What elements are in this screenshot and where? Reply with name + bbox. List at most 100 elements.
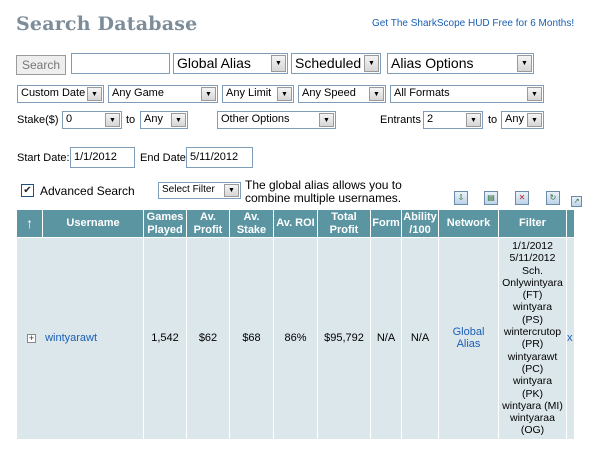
chevron-down-icon: ▼: [171, 113, 186, 127]
table-row: + wintyarawt 1,542 $62 $68 86% $95,792 N…: [16, 237, 575, 440]
filter-line: 5/11/2012: [509, 252, 556, 265]
search-button[interactable]: Search: [16, 55, 66, 75]
username-link[interactable]: wintyarawt: [45, 332, 98, 345]
stake-from-select[interactable]: 0 ▼: [62, 111, 122, 129]
date-range-select[interactable]: Custom Date ▼: [17, 85, 104, 103]
advanced-search-checkbox[interactable]: ✔: [21, 184, 34, 197]
remove-row-link[interactable]: x: [567, 332, 573, 345]
alias-options-select[interactable]: Alias Options ▼: [387, 53, 534, 74]
filter-line: Sch.: [521, 264, 543, 277]
stake-to-select[interactable]: Any ▼: [140, 111, 188, 129]
expand-icon[interactable]: +: [27, 332, 36, 343]
col-filter[interactable]: Filter: [498, 209, 567, 238]
col-remove: [566, 209, 575, 238]
alias-type-select[interactable]: Global Alias ▼: [173, 53, 288, 74]
entrants-to-value: Any: [505, 113, 524, 125]
entrants-to-label: to: [488, 114, 498, 126]
filter-line: Onlywintyara: [502, 276, 563, 289]
stake-from-value: 0: [66, 113, 73, 125]
chevron-down-icon: ▼: [87, 87, 102, 101]
print-icon[interactable]: ▤: [484, 191, 498, 205]
username-cell: + wintyarawt: [16, 237, 144, 440]
advanced-search-label: Advanced Search: [40, 184, 135, 198]
chevron-down-icon: ▼: [277, 87, 292, 101]
filter-line: (PK): [522, 387, 543, 400]
schedule-select[interactable]: Scheduled ▼: [291, 53, 381, 74]
stake-to-value: Any: [144, 113, 163, 125]
filter-line: 1/1/2012: [512, 240, 553, 252]
speed-value: Any Speed: [302, 87, 356, 99]
network-link[interactable]: Global Alias: [452, 326, 485, 351]
chevron-down-icon: ▼: [271, 55, 286, 72]
filter-line: (PC): [521, 362, 544, 375]
hud-promo-link[interactable]: Get The SharkScope HUD Free for 6 Months…: [372, 18, 575, 29]
format-select[interactable]: All Formats ▼: [390, 85, 544, 103]
ability-cell: N/A: [401, 237, 439, 440]
other-options-select[interactable]: Other Options ▼: [217, 111, 336, 129]
speed-select[interactable]: Any Speed ▼: [298, 85, 386, 103]
filter-line: wintyaraa: [510, 412, 555, 425]
refresh-icon[interactable]: ↻: [546, 191, 560, 205]
search-input[interactable]: [71, 53, 170, 74]
results-table: ↑ Username Games Played Av. Profit Av. S…: [16, 209, 575, 440]
col-network[interactable]: Network: [438, 209, 499, 238]
av-profit-cell: $62: [186, 237, 230, 440]
filter-line: wintyarawt: [507, 350, 558, 363]
alias-hint-line2: combine multiple usernames.: [245, 191, 402, 205]
schedule-value: Scheduled: [295, 55, 362, 71]
start-date-label: Start Date:: [17, 152, 70, 164]
alias-hint-line1: The global alias allows you to: [245, 178, 402, 192]
col-av-profit[interactable]: Av. Profit: [186, 209, 230, 238]
chevron-down-icon: ▼: [319, 113, 334, 127]
other-options-value: Other Options: [221, 113, 290, 125]
stake-to-label: to: [126, 114, 136, 126]
col-form[interactable]: Form: [370, 209, 402, 238]
remove-cell: x: [566, 237, 575, 440]
date-range-value: Custom Date: [21, 87, 86, 99]
format-value: All Formats: [394, 87, 450, 99]
stake-label: Stake($): [17, 114, 59, 126]
chevron-down-icon: ▼: [224, 184, 239, 197]
network-cell: Global Alias: [438, 237, 499, 440]
games-played-cell: 1,542: [143, 237, 187, 440]
form-cell: N/A: [370, 237, 402, 440]
col-games-played[interactable]: Games Played: [143, 209, 187, 238]
start-date-input[interactable]: 1/1/2012: [70, 147, 135, 168]
select-filter-dropdown[interactable]: Select Filter ▼: [158, 182, 241, 199]
entrants-label: Entrants: [380, 114, 421, 126]
popout-icon[interactable]: ↗: [571, 196, 582, 207]
filter-line: (FT): [522, 289, 543, 302]
alias-options-value: Alias Options: [391, 55, 474, 71]
entrants-to-select[interactable]: Any ▼: [501, 111, 544, 129]
col-av-stake[interactable]: Av. Stake: [229, 209, 274, 238]
filter-line: (OG): [520, 424, 545, 437]
chevron-down-icon: ▼: [364, 55, 379, 72]
table-header-row: ↑ Username Games Played Av. Profit Av. S…: [16, 209, 575, 238]
col-username[interactable]: Username: [42, 209, 144, 238]
export-icon[interactable]: ⇩: [454, 191, 468, 205]
entrants-from-value: 2: [427, 113, 434, 125]
end-date-input[interactable]: 5/11/2012: [186, 147, 253, 168]
page-title: Search Database: [16, 13, 198, 35]
col-total-profit[interactable]: Total Profit: [317, 209, 371, 238]
total-profit-cell: $95,792: [317, 237, 371, 440]
game-value: Any Game: [112, 87, 164, 99]
filter-line: wintyara (MI): [502, 399, 563, 412]
sort-icon[interactable]: ↑: [16, 209, 43, 238]
filter-line: (PR): [521, 338, 544, 351]
filter-cell: 1/1/2012 5/11/2012 Sch. Onlywintyara (FT…: [498, 237, 567, 440]
chevron-down-icon: ▼: [527, 87, 542, 101]
delete-icon[interactable]: ✕: [515, 191, 529, 205]
av-roi-cell: 86%: [273, 237, 318, 440]
chevron-down-icon: ▼: [517, 55, 532, 72]
alias-hint-text: The global alias allows you to combine m…: [245, 179, 402, 205]
limit-select[interactable]: Any Limit ▼: [222, 85, 294, 103]
col-ability[interactable]: Ability /100: [401, 209, 439, 238]
filter-line: wintyara: [512, 375, 553, 388]
entrants-from-select[interactable]: 2 ▼: [423, 111, 483, 129]
chevron-down-icon: ▼: [466, 113, 481, 127]
chevron-down-icon: ▼: [527, 113, 542, 127]
game-select[interactable]: Any Game ▼: [108, 85, 218, 103]
col-av-roi[interactable]: Av. ROI: [273, 209, 318, 238]
chevron-down-icon: ▼: [201, 87, 216, 101]
